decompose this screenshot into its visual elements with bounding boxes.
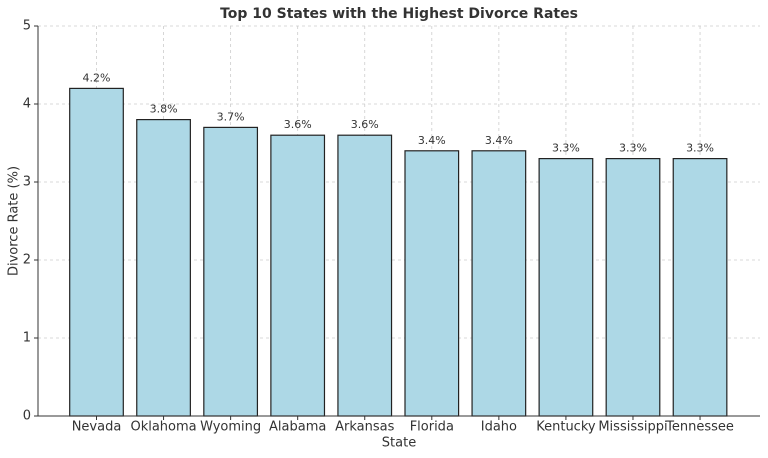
x-tick-label: Arkansas (335, 420, 394, 435)
x-tick-label: Alabama (269, 420, 326, 435)
value-label: 4.2% (83, 71, 111, 84)
value-label: 3.8% (150, 103, 178, 116)
chart-title: Top 10 States with the Highest Divorce R… (220, 6, 578, 22)
bar (605, 158, 661, 417)
y-axis-label: Divorce Rate (%) (7, 166, 22, 276)
y-tick-label: 0 (23, 409, 31, 424)
x-tick-label: Florida (410, 420, 454, 435)
y-tick-label: 4 (23, 97, 31, 112)
x-axis-label: State (382, 436, 416, 451)
value-label: 3.4% (418, 134, 446, 147)
bar (672, 158, 728, 417)
bar (69, 87, 124, 417)
x-tick-label: Idaho (481, 420, 517, 435)
bar (270, 134, 326, 417)
y-tick-label: 1 (23, 331, 31, 346)
bar (538, 158, 594, 417)
y-tick-label: 3 (23, 175, 31, 190)
x-tick-label: Mississippi (598, 420, 667, 435)
value-label: 3.6% (284, 118, 312, 131)
value-label: 3.4% (485, 134, 513, 147)
value-label: 3.3% (552, 142, 580, 155)
x-tick-label: Oklahoma (130, 420, 196, 435)
y-tick-label: 5 (23, 19, 31, 34)
x-tick-label: Nevada (72, 420, 122, 435)
value-label: 3.7% (217, 110, 245, 123)
bar (471, 150, 527, 417)
x-tick-label: Kentucky (536, 420, 596, 435)
bar (136, 118, 191, 417)
value-label: 3.3% (686, 142, 714, 155)
bar (337, 134, 393, 417)
value-label: 3.3% (619, 142, 647, 155)
x-tick-label: Wyoming (200, 420, 261, 435)
bar (203, 126, 259, 417)
y-tick-label: 2 (23, 253, 31, 268)
value-label: 3.6% (351, 118, 379, 131)
x-tick-label: Tennessee (665, 420, 734, 435)
bar (404, 150, 460, 417)
